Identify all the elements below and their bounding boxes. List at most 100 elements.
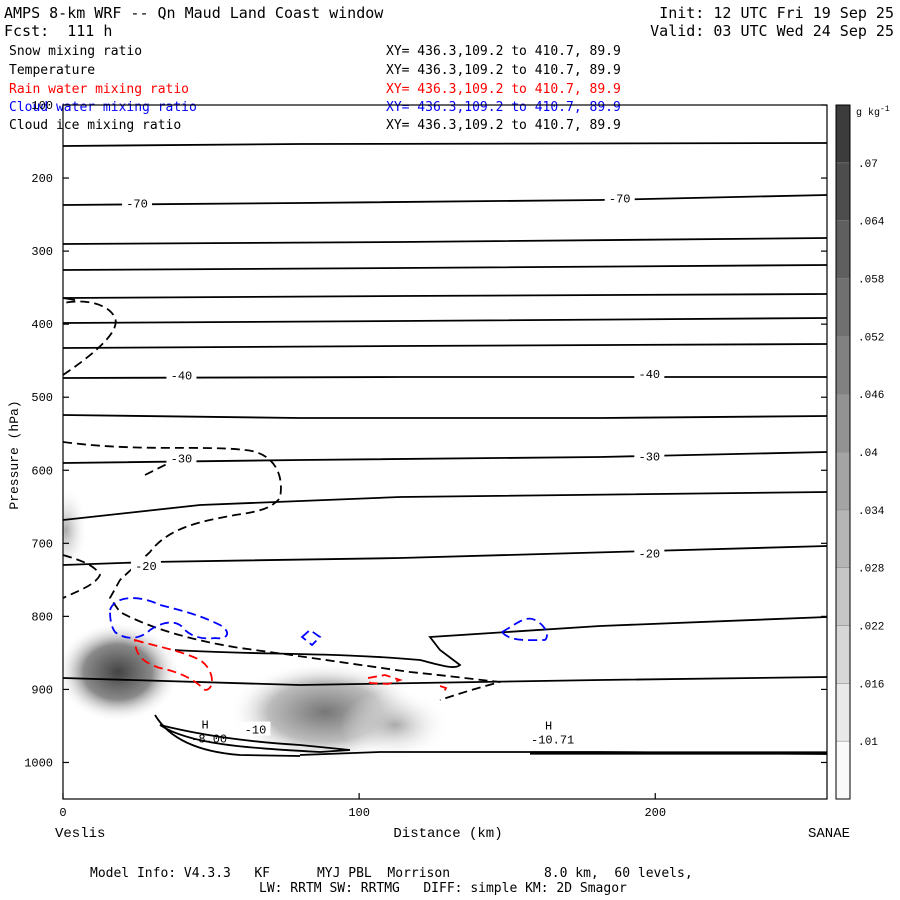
colorbar-tick-label: .028 [858,564,884,576]
temperature-label-bg [130,557,161,572]
high-mark: H [202,719,209,733]
legend-rain-label: Rain water mixing ratio [9,82,190,97]
temperature-label-bg [604,190,635,205]
y-tick-label: 400 [31,318,53,332]
colorbar-segment [835,625,851,684]
temperature-label: -30 [639,450,661,464]
rain-region [366,674,403,685]
rain-region [439,685,448,693]
colorbar-segment [835,451,851,511]
legend-rain-xy: XY= 436.3,109.2 to 410.7, 89.9 [386,82,621,97]
y-tick-label: 800 [31,610,53,624]
colorbar: .01 .016 .022 .028 .034 .04 .046 .052 .058 .064 .0… [835,104,890,800]
colorbar-tick-label: .01 [858,737,878,749]
y-tick-label: 300 [31,245,53,259]
model-physics: LW: RRTM SW: RRTMG DIFF: simple KM: 2D S… [259,881,627,896]
colorbar-segment [835,683,851,742]
temperature-label-bg [634,545,665,560]
snow-shading [63,485,450,762]
isotherm-line [63,545,827,566]
temperature-label-bg [122,195,153,210]
isotherm-line [63,237,827,245]
temperature-label-bg [634,365,665,380]
colorbar-tick-label: .034 [858,506,885,518]
colorbar-segment [835,104,851,164]
legend-temperature-xy: XY= 436.3,109.2 to 410.7, 89.9 [386,63,621,78]
temperature-label: -40 [171,369,193,383]
legend-temperature-label: Temperature [9,63,96,78]
colorbar-tick-label: .064 [858,217,885,229]
x-tick-label: 200 [644,806,666,820]
colorbar-tick-label: .022 [858,622,884,634]
colorbar-segment [835,220,851,279]
legend-snow-label: Snow mixing ratio [9,44,143,59]
colorbar-tick-label: .04 [858,448,878,460]
temperature-label-bg [166,367,197,382]
colorbar-segment [835,278,851,337]
colorbar-segment [835,162,851,221]
isotherm-line [63,264,827,271]
temperature-label: -20 [639,548,661,562]
legend-cloud-ice-label: Cloud ice mixing ratio [9,118,182,133]
cloud-water-region [109,597,229,640]
legend-cloud-water-xy: XY= 436.3,109.2 to 410.7, 89.9 [386,100,621,115]
isotherm-line [63,142,827,147]
isotherm-line [154,714,301,757]
high-value: -8.00 [191,733,227,747]
y-axis: 100 200 300 400 500 600 700 800 900 1000 [24,99,827,770]
temperature-label: -10 [245,724,267,738]
x-end-label: SANAE [808,826,850,842]
chart-title: AMPS 8-km WRF -- Qn Maud Land Coast wind… [4,4,384,22]
high-labels: H-8.00H-10.71 [191,719,574,748]
y-axis-title: Pressure (hPa) [7,400,22,509]
y-tick-label: 100 [31,99,53,113]
temperature-label: -20 [135,560,157,574]
x-tick-label: 0 [59,806,66,820]
snow-blob-edge [63,485,88,575]
temperature-label: -70 [609,193,631,207]
legend-snow-xy: XY= 436.3,109.2 to 410.7, 89.9 [386,44,621,59]
x-tick-label: 100 [348,806,370,820]
x-start-label: Veslis [55,826,105,842]
temperature-label: -30 [171,453,193,467]
colorbar-tick-label: .046 [858,390,884,402]
isotherm-line [63,293,827,299]
temperature-contours [63,142,827,757]
colorbar-segment [835,393,851,453]
isotherm-line [63,297,76,301]
x-axis-title: Distance (km) [393,826,502,842]
rain-region [134,638,213,691]
isotherm-line [63,491,827,521]
plot-frame [62,104,828,800]
snow-blob-right [340,690,450,760]
legend-cloud-water-label: Cloud water mixing ratio [9,100,197,115]
snow-blob-left [63,622,180,722]
rain-water-contours [134,638,448,693]
colorbar-frame [835,104,851,800]
cloud-water-region [300,628,322,647]
colorbar-segment [835,567,851,626]
colorbar-segment [835,336,851,395]
colorbar-tick-label: .052 [858,332,884,344]
isotherm-line [63,317,827,324]
y-tick-label: 900 [31,683,53,697]
temperature-label-bg [634,448,665,463]
colorbar-segment [835,740,851,800]
temperature-label-bg [166,450,197,465]
isotherm-line [63,676,827,686]
temperature-label: -70 [126,198,148,212]
colorbar-unit-exponent: -1 [880,105,890,114]
y-tick-label: 200 [31,172,53,186]
temperature-labels: -70 -70 -40 -40 -30 -30 -20 -20 -10 [122,190,665,738]
colorbar-tick-label: .07 [858,159,878,171]
isotherm-line [63,343,827,349]
ice-contour [63,441,501,701]
y-tick-label: 500 [31,391,53,405]
y-tick-label: 600 [31,464,53,478]
x-axis: 0 100 200 [59,793,666,820]
isotherm-line [63,194,827,206]
y-tick-label: 700 [31,537,53,551]
ice-contour [63,554,102,599]
high-mark: H [545,719,552,733]
